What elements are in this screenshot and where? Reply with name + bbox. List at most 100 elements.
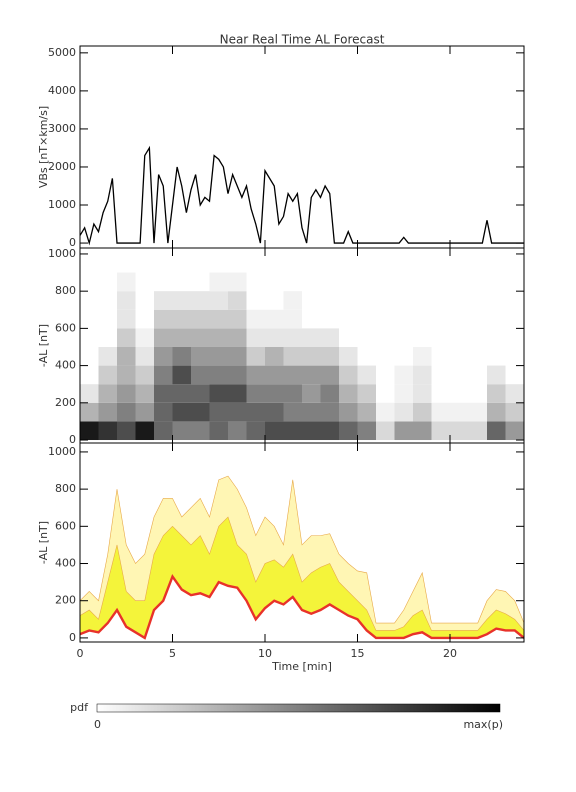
heatmap-cell — [135, 384, 154, 403]
heatmap-cell — [265, 421, 284, 441]
chart-title: Near Real Time AL Forecast — [220, 33, 385, 47]
heatmap-cell — [487, 384, 506, 403]
y-tick-label: 400 — [55, 359, 76, 372]
heatmap-cell — [228, 309, 247, 329]
heatmap-cell — [302, 365, 321, 385]
heatmap-cell — [246, 402, 265, 422]
heatmap-cell — [302, 384, 321, 403]
heatmap-cell — [172, 346, 191, 366]
heatmap-cell — [191, 421, 210, 441]
heatmap-cell — [117, 421, 136, 441]
x-tick-label: 10 — [258, 647, 272, 660]
heatmap-cell — [487, 421, 506, 441]
heatmap-cell — [228, 291, 247, 310]
plot-area — [80, 475, 524, 640]
heatmap-cell — [117, 365, 136, 385]
heatmap-cell — [413, 346, 432, 366]
heatmap-cell — [246, 346, 265, 366]
heatmap-cell — [302, 402, 321, 422]
plot-frame — [79, 45, 525, 249]
heatmap-cell — [376, 402, 395, 422]
heatmap-cell — [265, 346, 284, 366]
x-tick-label: 0 — [77, 647, 84, 660]
heatmap-cell — [117, 384, 136, 403]
heatmap-cell — [98, 421, 117, 441]
heatmap-cell — [209, 384, 228, 403]
y-tick-label: 1000 — [48, 198, 76, 211]
heatmap-cell — [172, 291, 191, 310]
x-axis-label: Time [min] — [271, 660, 332, 673]
plot-frame — [79, 442, 525, 643]
heatmap-cell — [450, 402, 469, 422]
y-tick-label: 0 — [69, 631, 76, 644]
heatmap-cell — [431, 402, 450, 422]
heatmap-cell — [246, 365, 265, 385]
heatmap-cell — [117, 291, 136, 310]
heatmap-cell — [154, 384, 173, 403]
heatmap-cell — [172, 328, 191, 347]
heatmap-cell — [339, 384, 358, 403]
y-tick-label: 1000 — [48, 445, 76, 458]
heatmap-cell — [191, 328, 210, 347]
heatmap-cell — [246, 328, 265, 347]
heatmap-cell — [283, 346, 302, 366]
heatmap-cell — [228, 402, 247, 422]
heatmap-cell — [265, 365, 284, 385]
heatmap-cell — [154, 346, 173, 366]
heatmap-cell — [505, 421, 524, 441]
y-tick-label: 800 — [55, 284, 76, 297]
heatmap-cell — [209, 402, 228, 422]
heatmap-cell — [505, 384, 524, 403]
heatmap-cell — [320, 365, 339, 385]
heatmap-cell — [117, 328, 136, 347]
heatmap-cell — [191, 346, 210, 366]
heatmap-cell — [117, 402, 136, 422]
heatmap-cell — [154, 365, 173, 385]
heatmap-cell — [135, 421, 154, 441]
heatmap-cell — [394, 402, 413, 422]
plot-area — [80, 272, 524, 441]
heatmap-cell — [154, 402, 173, 422]
y-tick-label: 5000 — [48, 46, 76, 59]
heatmap-cell — [265, 402, 284, 422]
heatmap-cell — [320, 328, 339, 347]
heatmap-cell — [172, 365, 191, 385]
heatmap-cell — [339, 402, 358, 422]
heatmap-cell — [339, 421, 358, 441]
heatmap-cell — [431, 421, 450, 441]
heatmap-cell — [117, 272, 136, 292]
y-tick-label: 600 — [55, 321, 76, 334]
heatmap-cell — [357, 365, 376, 385]
y-axis-label: -AL [nT] — [37, 324, 50, 367]
x-tick-label: 5 — [169, 647, 176, 660]
plot-area — [80, 145, 524, 246]
heatmap-cell — [246, 309, 265, 329]
heatmap-cell — [154, 328, 173, 347]
heatmap-cell — [283, 365, 302, 385]
heatmap-cell — [80, 402, 99, 422]
heatmap-cell — [320, 384, 339, 403]
heatmap-cell — [320, 402, 339, 422]
y-axis-label: -AL [nT] — [37, 521, 50, 564]
heatmap-cell — [505, 402, 524, 422]
heatmap-cell — [172, 421, 191, 441]
heatmap-cell — [191, 384, 210, 403]
heatmap-cell — [413, 365, 432, 385]
y-tick-label: 400 — [55, 557, 76, 570]
heatmap-cell — [339, 346, 358, 366]
heatmap-cell — [172, 384, 191, 403]
line — [80, 145, 524, 246]
heatmap-cell — [209, 309, 228, 329]
x-tick-label: 20 — [443, 647, 457, 660]
panel: 0 200 400 600 800 1000 -AL [nT] — [37, 247, 525, 446]
heatmap-cell — [209, 365, 228, 385]
heatmap-cell — [413, 402, 432, 422]
heatmap-cell — [413, 384, 432, 403]
heatmap-cell — [154, 309, 173, 329]
heatmap-cell — [468, 402, 487, 422]
y-tick-label: 0 — [69, 433, 76, 446]
heatmap-cell — [98, 402, 117, 422]
heatmap-cell — [339, 365, 358, 385]
heatmap-cell — [468, 421, 487, 441]
